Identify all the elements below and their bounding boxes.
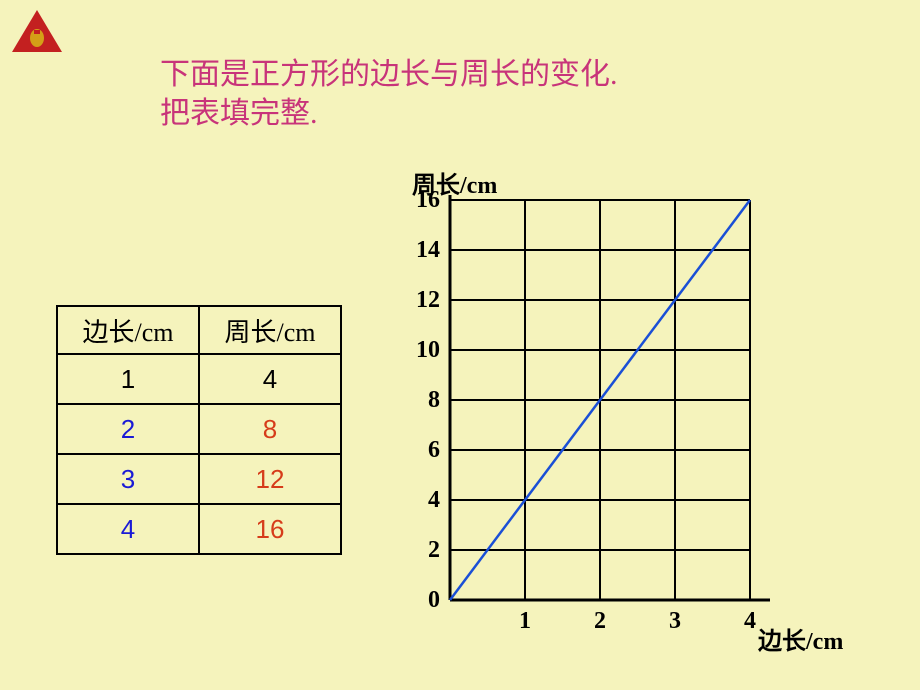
y-tick-label: 12 <box>395 287 440 314</box>
y-tick-label: 6 <box>395 437 440 464</box>
slide-title: 下面是正方形的边长与周长的变化. 把表填完整. <box>160 55 618 133</box>
table-row: 4 16 <box>57 504 341 554</box>
y-tick-label: 16 <box>395 187 440 214</box>
y-tick-label: 10 <box>395 337 440 364</box>
chart-svg <box>395 195 795 655</box>
cell-perimeter: 8 <box>199 404 341 454</box>
y-tick-label: 2 <box>395 537 440 564</box>
table-header-row: 边长/cm 周长/cm <box>57 306 341 354</box>
header-perimeter: 周长/cm <box>199 306 341 354</box>
y-tick-label: 8 <box>395 387 440 414</box>
cell-side: 4 <box>57 504 199 554</box>
x-tick-label: 1 <box>513 608 537 635</box>
line-chart: 16 14 12 10 8 6 4 2 0 1 2 3 4 <box>395 195 795 660</box>
data-table: 边长/cm 周长/cm 1 4 2 8 3 12 4 16 <box>56 305 342 555</box>
x-tick-label: 4 <box>738 608 762 635</box>
table-row: 3 12 <box>57 454 341 504</box>
title-line-1: 下面是正方形的边长与周长的变化. <box>160 55 618 94</box>
table-row: 1 4 <box>57 354 341 404</box>
y-tick-label: 0 <box>395 587 440 614</box>
title-line-2: 把表填完整. <box>160 94 618 133</box>
x-tick-label: 2 <box>588 608 612 635</box>
y-tick-label: 14 <box>395 237 440 264</box>
table-row: 2 8 <box>57 404 341 454</box>
cell-perimeter: 16 <box>199 504 341 554</box>
cell-side: 1 <box>57 354 199 404</box>
cell-perimeter: 12 <box>199 454 341 504</box>
y-tick-label: 4 <box>395 487 440 514</box>
cell-side: 2 <box>57 404 199 454</box>
header-side: 边长/cm <box>57 306 199 354</box>
x-tick-label: 3 <box>663 608 687 635</box>
cell-side: 3 <box>57 454 199 504</box>
cell-perimeter: 4 <box>199 354 341 404</box>
logo-emblem <box>8 8 66 61</box>
